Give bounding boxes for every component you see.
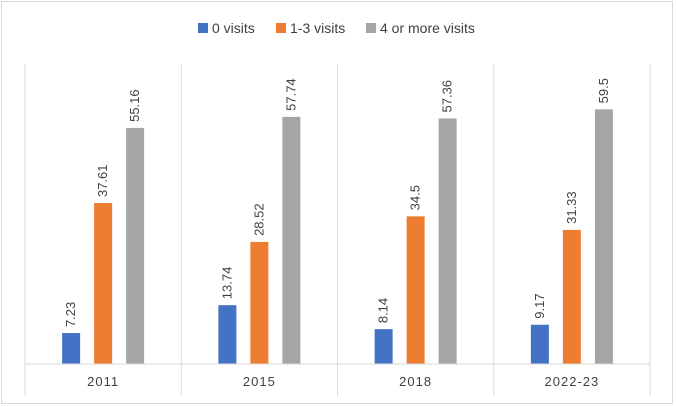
bar-2011-series-1 bbox=[94, 203, 113, 364]
x-axis-ticks: 2011 2015 2018 2022-23 bbox=[87, 374, 600, 389]
legend-label-1: 1-3 visits bbox=[290, 20, 345, 36]
x-tick-label: 2022-23 bbox=[545, 374, 600, 389]
data-label-2022-23-series-0: 9.17 bbox=[532, 293, 547, 318]
x-tick-label: 2018 bbox=[399, 374, 432, 389]
legend: 0 visits 1-3 visits 4 or more visits bbox=[198, 20, 475, 36]
legend-swatch-0 bbox=[198, 23, 208, 33]
bar-2015-series-2 bbox=[282, 116, 301, 364]
data-label-2022-23-series-1: 31.33 bbox=[564, 191, 579, 224]
data-label-2018-series-1: 34.5 bbox=[408, 185, 423, 210]
bar-2015-series-0 bbox=[218, 305, 237, 364]
x-tick-label: 2011 bbox=[87, 374, 119, 389]
bar-2015-series-1 bbox=[250, 241, 269, 364]
legend-label-2: 4 or more visits bbox=[380, 20, 475, 36]
data-label-2015-series-2: 57.74 bbox=[283, 78, 298, 111]
bar-2022-23-series-1 bbox=[562, 229, 581, 364]
bars bbox=[62, 109, 613, 365]
data-label-2018-series-0: 8.14 bbox=[376, 298, 391, 323]
bar-2018-series-0 bbox=[374, 329, 393, 364]
category-separators bbox=[24, 64, 651, 396]
bar-2018-series-1 bbox=[406, 216, 425, 364]
data-label-2018-series-2: 57.36 bbox=[440, 80, 455, 113]
data-label-2011-series-2: 55.16 bbox=[127, 89, 142, 122]
data-label-2015-series-0: 13.74 bbox=[219, 267, 234, 300]
bar-2022-23-series-2 bbox=[594, 109, 613, 364]
x-tick-label: 2015 bbox=[243, 374, 276, 389]
legend-swatch-2 bbox=[366, 23, 376, 33]
legend-label-0: 0 visits bbox=[212, 20, 255, 36]
data-labels: 7.23 37.61 55.16 13.74 28.52 57.74 8.14 34.5 57.… bbox=[63, 78, 611, 327]
data-label-2011-series-0: 7.23 bbox=[63, 302, 78, 327]
data-label-2015-series-1: 28.52 bbox=[251, 203, 266, 236]
bar-2022-23-series-0 bbox=[530, 324, 549, 364]
bar-2011-series-0 bbox=[62, 333, 81, 364]
data-label-2022-23-series-2: 59.5 bbox=[596, 78, 611, 103]
bar-2011-series-2 bbox=[126, 127, 145, 365]
data-label-2011-series-1: 37.61 bbox=[95, 164, 110, 197]
legend-swatch-1 bbox=[276, 23, 286, 33]
bar-2018-series-2 bbox=[438, 118, 457, 364]
